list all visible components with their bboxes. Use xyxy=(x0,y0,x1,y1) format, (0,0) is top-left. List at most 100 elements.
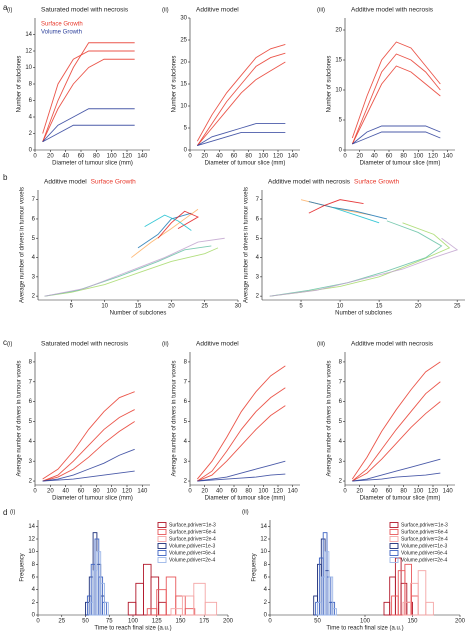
y-tick-label: 3 xyxy=(256,274,260,280)
series-line xyxy=(196,61,286,146)
series-line xyxy=(42,108,135,143)
y-tick-label: 10 xyxy=(260,549,267,555)
hist-bar xyxy=(391,595,399,616)
y-axis-label: Frequency xyxy=(20,553,26,581)
section-label: d xyxy=(3,508,7,517)
x-tick-label: 0 xyxy=(343,154,347,160)
chart-title: Saturated model with necrosis xyxy=(41,7,129,14)
series-line xyxy=(197,460,286,482)
hist-bar xyxy=(400,582,408,616)
y-tick-label: 2 xyxy=(339,479,343,485)
x-tick-label: 100 xyxy=(413,154,424,160)
y-tick-label: 4 xyxy=(32,587,36,593)
x-tick-label: 0 xyxy=(36,619,40,625)
series-line xyxy=(42,58,135,142)
section-label: a xyxy=(3,3,8,12)
hist-bar xyxy=(397,570,406,616)
series-line xyxy=(269,237,459,297)
series-line xyxy=(351,361,441,480)
legend-swatch xyxy=(157,543,167,549)
series-line xyxy=(197,473,286,482)
hist-bar xyxy=(417,570,427,616)
y-tick-label: 6 xyxy=(264,575,268,581)
y-tick-label: 7 xyxy=(184,379,188,385)
y-tick-label: 5 xyxy=(256,236,260,242)
y-axis-label: Average number of drivers in tumour voxe… xyxy=(244,187,250,303)
y-tick-label: 4 xyxy=(32,255,36,261)
series-line xyxy=(44,237,225,297)
hist-bar xyxy=(204,601,218,616)
x-tick-label: 5 xyxy=(70,304,74,310)
y-tick-label: 0 xyxy=(184,148,188,154)
y-tick-label: 5 xyxy=(339,118,343,124)
hist-bar xyxy=(170,608,183,616)
y-tick-label: 7 xyxy=(339,379,343,385)
chart-title: Additive model xyxy=(44,179,87,186)
x-tick-label: 100 xyxy=(258,154,269,160)
series-line xyxy=(131,208,199,258)
series-line xyxy=(157,210,199,239)
y-tick-label: 4 xyxy=(339,439,343,445)
x-tick-label: 20 xyxy=(47,489,54,495)
y-tick-label: 8 xyxy=(339,360,343,366)
x-tick-label: 25 xyxy=(201,304,208,310)
x-tick-label: 30 xyxy=(235,304,242,310)
hist-bar xyxy=(146,608,158,616)
y-tick-label: 7 xyxy=(29,379,33,385)
x-tick-label: 0 xyxy=(33,154,37,160)
x-tick-label: 80 xyxy=(245,489,252,495)
y-axis-label: Number of subclones xyxy=(17,56,23,113)
y-tick-label: 3 xyxy=(32,274,36,280)
series-line xyxy=(42,42,135,142)
y-tick-label: 5 xyxy=(29,419,33,425)
y-tick-label: 10 xyxy=(25,65,32,71)
x-tick-label: 150 xyxy=(175,619,186,625)
x-tick-label: 20 xyxy=(356,154,363,160)
legend-swatch xyxy=(157,550,167,556)
series-line xyxy=(196,365,286,480)
x-tick-label: 20 xyxy=(201,154,208,160)
x-axis-label: Diameter of tumour slice (mm) xyxy=(205,161,286,167)
hist-bar xyxy=(100,582,105,616)
y-tick-label: 14 xyxy=(28,524,35,530)
x-axis-label: Time to reach final size (a.u.) xyxy=(326,626,403,632)
y-tick-label: 30 xyxy=(180,16,187,22)
x-axis-label: Diameter of tumour slice (mm) xyxy=(52,161,133,167)
panel-label: (i) xyxy=(7,8,12,14)
y-tick-label: 6 xyxy=(339,399,343,405)
x-tick-label: 40 xyxy=(62,154,69,160)
y-tick-label: 5 xyxy=(339,419,343,425)
x-tick-label: 0 xyxy=(188,154,192,160)
series-line xyxy=(308,199,364,214)
y-tick-label: 10 xyxy=(28,549,35,555)
x-tick-label: 80 xyxy=(93,489,100,495)
x-tick-label: 100 xyxy=(128,619,139,625)
legend-label: Surface,pdriver=2e-4 xyxy=(401,536,448,542)
x-axis-label: Time to reach final size (a.u.) xyxy=(94,626,171,632)
y-tick-label: 4 xyxy=(29,439,33,445)
x-tick-label: 0 xyxy=(343,489,347,495)
legend-label: Volume,pdriver=6e-4 xyxy=(401,550,447,556)
x-axis-label: Diameter of tumour slice (mm) xyxy=(360,496,441,502)
y-axis-label: Number of subclones xyxy=(327,56,333,113)
y-tick-label: 0 xyxy=(339,148,343,154)
panel-label: (ii) xyxy=(242,510,249,516)
y-tick-label: 7 xyxy=(256,197,260,203)
y-tick-label: 5 xyxy=(184,126,188,132)
hist-bar xyxy=(193,582,206,616)
x-tick-label: 100 xyxy=(107,154,118,160)
x-tick-label: 140 xyxy=(137,154,148,160)
y-axis-label: Average number of drivers in tumour voxe… xyxy=(172,361,178,477)
x-tick-label: 75 xyxy=(106,619,113,625)
chart-subtitle: Surface Growth xyxy=(354,179,400,186)
series-line xyxy=(352,131,441,145)
series-line xyxy=(352,381,441,482)
legend-label: Surface,pdriver=6e-4 xyxy=(401,529,448,535)
panel-label: (i) xyxy=(10,510,15,516)
series-line xyxy=(352,472,441,482)
x-axis-label: Diameter of tumour slice (mm) xyxy=(52,496,133,502)
x-tick-label: 0 xyxy=(188,489,192,495)
y-tick-label: 15 xyxy=(335,58,342,64)
y-tick-label: 10 xyxy=(180,104,187,110)
